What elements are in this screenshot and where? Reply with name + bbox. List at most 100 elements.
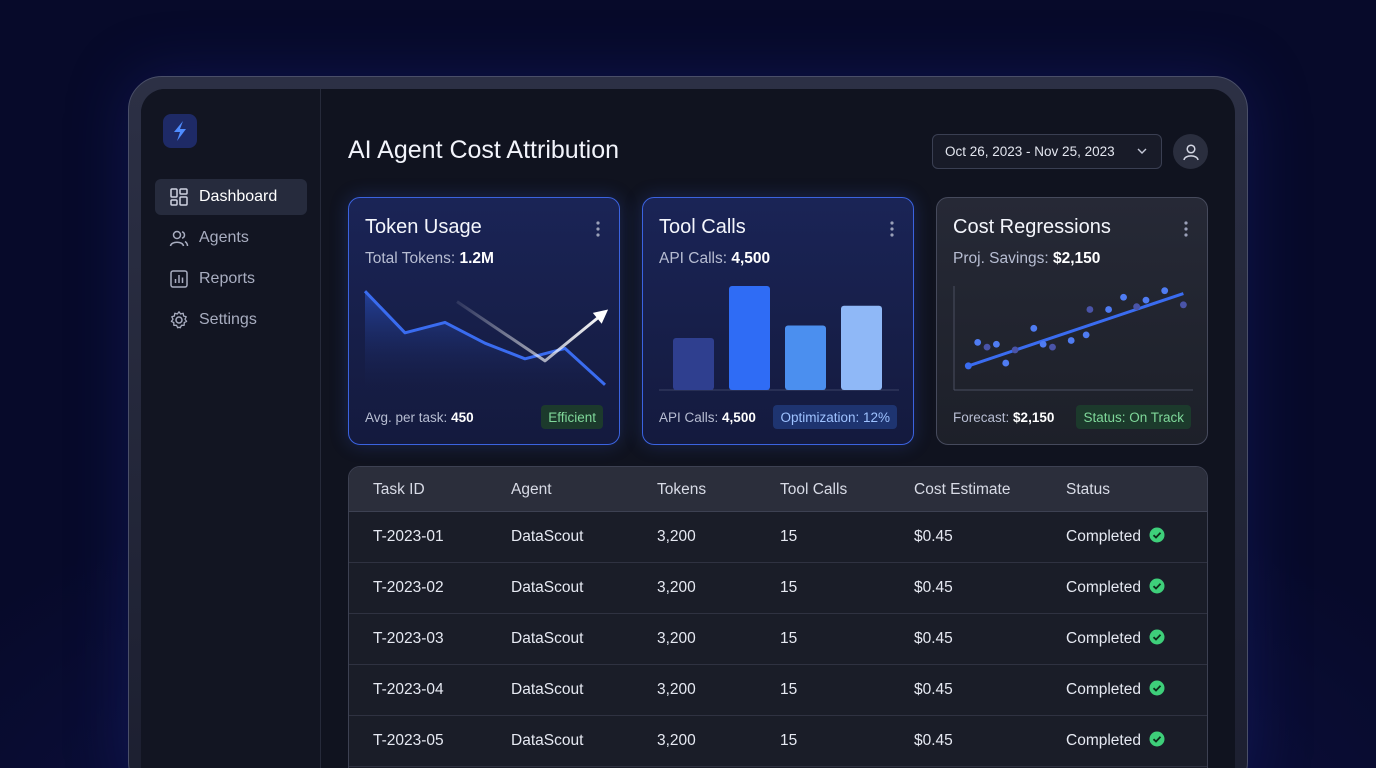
column-header-tool-calls[interactable]: Tool Calls [780,481,848,498]
scatter-point[interactable] [1082,331,1090,339]
scatter-point[interactable] [992,340,1000,348]
scatter-point[interactable] [974,339,982,346]
bar-c[interactable] [785,325,826,390]
more-vertical-icon[interactable] [1183,220,1189,238]
more-vertical-icon[interactable] [595,220,601,238]
cell-status: Completed [1066,731,1165,750]
cell-cost-estimate: $0.45 [914,732,953,749]
sidebar-item-label: Agents [199,229,249,246]
projected-savings-metric: Proj. Savings: $2,150 [953,250,1101,267]
sidebar-item-label: Dashboard [199,188,278,205]
efficient-badge: Efficient [541,405,603,429]
check-circle-icon [1149,680,1165,696]
column-header-cost-estimate[interactable]: Cost Estimate [914,481,1011,498]
table-row[interactable]: T-2023-04 DataScout 3,200 15 $0.45 Compl… [349,665,1207,716]
cell-tokens: 3,200 [657,681,696,698]
more-vertical-icon[interactable] [889,220,895,238]
column-header-task-id[interactable]: Task ID [373,481,425,498]
app-window: Dashboard Agents Reports [141,89,1235,768]
scatter-point[interactable] [1086,306,1094,313]
bar-d[interactable] [841,305,882,390]
api-calls-footer: API Calls: 4,500 [659,410,756,425]
users-icon [169,230,189,247]
sidebar-item-agents[interactable]: Agents [155,220,307,256]
cell-agent: DataScout [511,681,584,698]
cell-cost-estimate: $0.45 [914,579,953,596]
table-row[interactable]: T-2023-02 DataScout 3,200 15 $0.45 Compl… [349,563,1207,614]
card-title: Cost Regressions [953,216,1111,238]
cell-task-id: T-2023-02 [373,579,444,596]
scatter-point[interactable] [1105,306,1112,313]
scatter-point[interactable] [1002,359,1010,367]
cost-regressions-card[interactable]: Cost Regressions Proj. Savings: $2,150 F… [936,197,1208,445]
check-circle-icon [1149,578,1165,594]
scatter-point[interactable] [983,343,991,351]
table-row[interactable]: T-2023-01 DataScout 3,200 15 $0.45 Compl… [349,512,1207,563]
user-icon [1182,143,1199,160]
token-usage-line [363,290,607,386]
cell-agent: DataScout [511,732,584,749]
dashboard-icon [170,188,188,206]
cell-tokens: 3,200 [657,732,696,749]
scatter-point[interactable] [1161,287,1169,295]
tool-calls-card[interactable]: Tool Calls API Calls: 4,500 API Calls: 4… [642,197,914,445]
cell-status: Completed [1066,578,1165,597]
card-title: Token Usage [365,216,482,238]
cell-task-id: T-2023-03 [373,630,444,647]
cell-tokens: 3,200 [657,528,696,545]
column-header-tokens[interactable]: Tokens [657,481,707,498]
status-badge: Status: On Track [1076,405,1191,429]
cell-task-id: T-2023-04 [373,681,444,698]
table-row[interactable]: T-2023-03 DataScout 3,200 15 $0.45 Compl… [349,614,1207,665]
trendline-start-point [964,362,972,370]
cost-regression-scatter [953,286,1193,391]
app-logo[interactable] [163,114,197,148]
cell-agent: DataScout [511,528,584,545]
date-range-picker[interactable]: Oct 26, 2023 - Nov 25, 2023 [932,134,1162,169]
api-calls-metric: API Calls: 4,500 [659,250,771,267]
avg-per-task: Avg. per task: 450 [365,410,474,425]
sidebar-item-reports[interactable]: Reports [155,261,307,297]
cell-tool-calls: 15 [780,630,798,647]
table-row[interactable]: T-2023-05 DataScout 3,200 15 $0.45 Compl… [349,716,1207,767]
scatter-point[interactable] [1030,324,1038,332]
sidebar-item-dashboard[interactable]: Dashboard [155,179,307,215]
chevron-down-icon [1137,148,1147,154]
sidebar-item-settings[interactable]: Settings [155,302,307,338]
cell-tokens: 3,200 [657,630,696,647]
token-usage-chart [363,290,609,390]
sidebar-item-label: Reports [199,270,256,287]
cell-tokens: 3,200 [657,579,696,596]
token-usage-card[interactable]: Token Usage Total Tokens: 1.2M [348,197,620,445]
token-trend-arrow-line [456,300,606,363]
bolt-logo-icon [174,121,186,141]
forecast-footer: Forecast: $2,150 [953,410,1055,425]
sidebar-item-label: Settings [199,311,257,328]
scatter-point[interactable] [1049,343,1056,351]
user-avatar[interactable] [1173,134,1208,169]
check-circle-icon [1149,629,1165,645]
bar-chart-icon [170,270,188,288]
scatter-point[interactable] [1120,293,1127,301]
scatter-point[interactable] [1142,296,1150,304]
column-header-agent[interactable]: Agent [511,481,552,498]
cell-cost-estimate: $0.45 [914,681,953,698]
cell-task-id: T-2023-01 [373,528,444,545]
cell-tool-calls: 15 [780,579,798,596]
arrowhead-icon [592,309,609,324]
scatter-point[interactable] [1039,340,1047,348]
cell-agent: DataScout [511,630,584,647]
optimization-badge: Optimization: 12% [773,405,897,429]
cell-task-id: T-2023-05 [373,732,444,749]
total-tokens-metric: Total Tokens: 1.2M [365,250,494,267]
scatter-point[interactable] [1011,346,1019,354]
scatter-point[interactable] [1133,303,1141,311]
cell-tool-calls: 15 [780,681,798,698]
bar-a[interactable] [673,338,714,390]
page-title: AI Agent Cost Attribution [348,136,619,164]
cell-agent: DataScout [511,579,584,596]
column-header-status[interactable]: Status [1066,481,1110,498]
scatter-point[interactable] [1179,301,1187,309]
scatter-point[interactable] [1067,337,1075,344]
bar-b[interactable] [729,286,770,390]
